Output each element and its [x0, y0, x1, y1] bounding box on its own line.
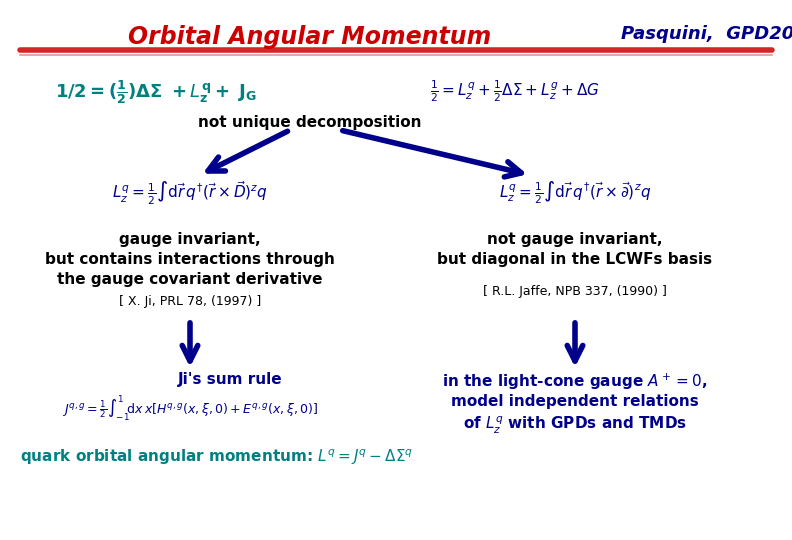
Text: $\mathbf{1/2=(\frac{1}{2})\Delta\Sigma\ +\mathit{L}^{q}_{z}+\ J_G}$: $\mathbf{1/2=(\frac{1}{2})\Delta\Sigma\ …	[55, 78, 257, 106]
Text: Ji's sum rule: Ji's sum rule	[177, 372, 282, 387]
Text: gauge invariant,: gauge invariant,	[119, 232, 261, 247]
Text: $\frac{1}{2} = L^{q}_{z} + \frac{1}{2}\Delta\Sigma + L^{g}_{z} + \Delta G$: $\frac{1}{2} = L^{q}_{z} + \frac{1}{2}\D…	[430, 78, 600, 104]
Text: of $L^{q}_{z}$ with GPDs and TMDs: of $L^{q}_{z}$ with GPDs and TMDs	[463, 415, 687, 436]
Text: $L^{q}_{z} = \frac{1}{2}\int \mathrm{d}\vec{r}\, q^{\dagger}(\vec{r}\times\vec{\: $L^{q}_{z} = \frac{1}{2}\int \mathrm{d}\…	[499, 180, 651, 206]
Text: model independent relations: model independent relations	[451, 394, 699, 409]
Text: not unique decomposition: not unique decomposition	[198, 115, 422, 130]
Text: in the light-cone gauge $A^+=0$,: in the light-cone gauge $A^+=0$,	[442, 372, 708, 392]
Text: not gauge invariant,: not gauge invariant,	[487, 232, 663, 247]
Text: but diagonal in the LCWFs basis: but diagonal in the LCWFs basis	[437, 252, 713, 267]
Text: Pasquini,  GPD2010: Pasquini, GPD2010	[621, 25, 792, 43]
Text: $J^{q,g} = \frac{1}{2}\int_{-1}^{1}\!\mathrm{d}x\,x[H^{q,g}(x,\xi,0) + E^{q,g}(x: $J^{q,g} = \frac{1}{2}\int_{-1}^{1}\!\ma…	[62, 393, 318, 423]
Text: $L^{q}_{z} = \frac{1}{2}\int \mathrm{d}\vec{r}\, q^{\dagger}(\vec{r}\times\vec{D: $L^{q}_{z} = \frac{1}{2}\int \mathrm{d}\…	[112, 180, 268, 207]
Text: quark orbital angular momentum: $L^q = J^q - \Delta\Sigma^q$: quark orbital angular momentum: $L^q = J…	[20, 447, 413, 467]
Text: but contains interactions through: but contains interactions through	[45, 252, 335, 267]
Text: [ X. Ji, PRL 78, (1997) ]: [ X. Ji, PRL 78, (1997) ]	[119, 295, 261, 308]
Text: the gauge covariant derivative: the gauge covariant derivative	[57, 272, 323, 287]
Text: [ R.L. Jaffe, NPB 337, (1990) ]: [ R.L. Jaffe, NPB 337, (1990) ]	[483, 285, 667, 298]
Text: Orbital Angular Momentum: Orbital Angular Momentum	[128, 25, 492, 49]
